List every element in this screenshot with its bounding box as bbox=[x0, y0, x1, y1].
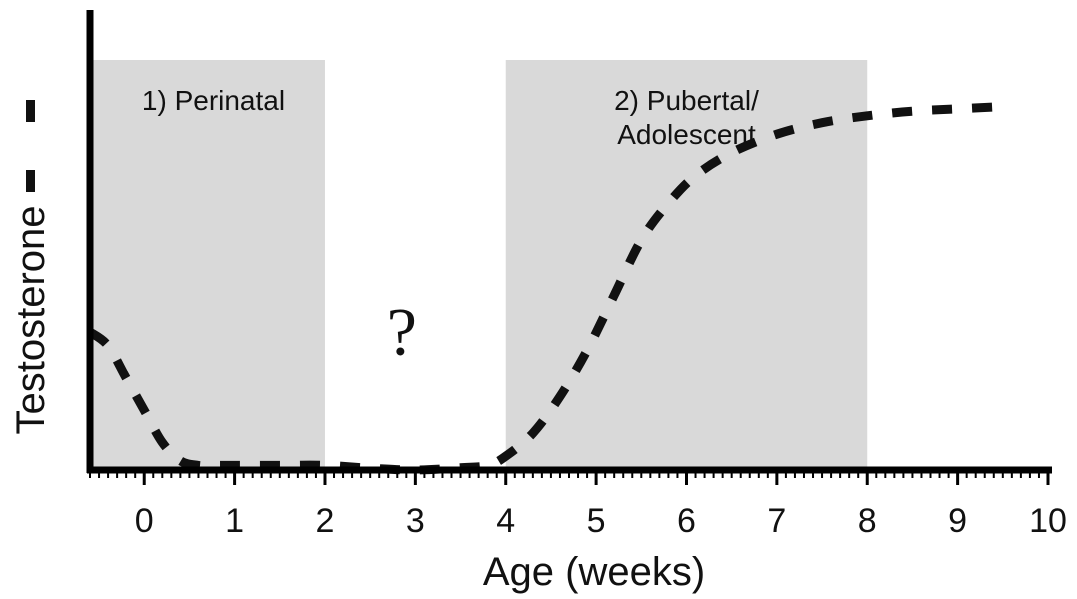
x-tick-label: 2 bbox=[316, 502, 335, 540]
shaded-regions bbox=[90, 60, 868, 470]
x-tick-label: 6 bbox=[677, 502, 696, 540]
x-tick-label: 7 bbox=[767, 502, 786, 540]
region-1-label: 1) Perinatal bbox=[142, 85, 285, 116]
region-1-band bbox=[90, 60, 325, 470]
question-mark-annotation: ? bbox=[387, 293, 417, 369]
x-ticks bbox=[89, 470, 1050, 485]
y-legend-dash bbox=[26, 170, 35, 192]
x-tick-label: 0 bbox=[135, 502, 154, 540]
region-2-band bbox=[505, 60, 868, 470]
x-axis-title: Age (weeks) bbox=[483, 550, 705, 594]
y-axis-title: Testosterone bbox=[9, 205, 53, 434]
series-line bbox=[87, 102, 1004, 475]
x-tick-label: 1 bbox=[225, 502, 244, 540]
x-tick-label: 3 bbox=[406, 502, 425, 540]
x-tick-label: 9 bbox=[948, 502, 967, 540]
y-legend-dash bbox=[26, 100, 35, 122]
x-tick-label: 8 bbox=[858, 502, 877, 540]
labels: 0 1 2 3 4 5 6 7 8 9 10 Age (weeks) Testosterone 1) Pe… bbox=[9, 85, 1067, 594]
testosterone-curve bbox=[87, 102, 1004, 475]
x-tick-label: 10 bbox=[1029, 502, 1067, 540]
x-tick-label: 4 bbox=[496, 502, 515, 540]
region-2-label: 2) Pubertal/Adolescent bbox=[614, 85, 759, 150]
x-tick-label: 5 bbox=[587, 502, 606, 540]
